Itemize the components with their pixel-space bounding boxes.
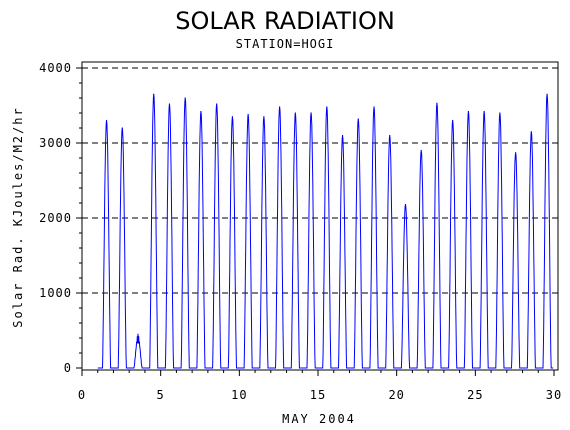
daily-peak-point [263, 116, 265, 118]
daily-peak-point [294, 112, 296, 114]
daily-peak-point [184, 97, 186, 99]
daily-peak-point [247, 113, 249, 116]
x-tick-label: 0 [78, 388, 86, 402]
daily-peak-point [546, 93, 548, 95]
daily-peak-point [105, 119, 108, 122]
series-group [97, 93, 554, 369]
y-tick-label: 2000 [39, 211, 72, 225]
daily-peak-point [436, 102, 438, 104]
daily-peak-point [499, 112, 501, 114]
y-tick-label: 1000 [39, 286, 72, 300]
y-tick-label: 4000 [39, 61, 72, 75]
x-tick-label: 15 [310, 388, 326, 402]
x-tick-label: 30 [546, 388, 562, 402]
y-axis-label: Solar Rad. KJoules/M2/hr [11, 106, 25, 327]
x-axis-ticks: 0 5 10 15 20 25 30 [78, 370, 562, 402]
chart-subtitle: STATION=HOGI [236, 37, 335, 51]
chart-title: SOLAR RADIATION [175, 7, 395, 35]
daily-peak-point [467, 110, 470, 113]
plot-frame [81, 61, 559, 371]
daily-peak-point [530, 131, 532, 133]
daily-peak-point [389, 134, 391, 137]
daily-peak-point [357, 118, 359, 120]
daily-peak-point [341, 134, 344, 137]
daily-peak-point [483, 110, 485, 113]
x-axis-label: MAY 2004 [282, 412, 356, 426]
x-tick-label: 5 [157, 388, 165, 402]
daily-peak-point [326, 106, 328, 108]
x-tick-label: 10 [231, 388, 247, 402]
daily-peak-point [279, 106, 281, 108]
x-tick-label: 20 [388, 388, 404, 402]
daily-peak-point [200, 110, 202, 113]
daily-peak-point [452, 119, 454, 122]
daily-peak-point [216, 103, 218, 105]
daily-peak-point [420, 149, 422, 152]
solar-radiation-line [97, 94, 554, 369]
daily-peak-point [404, 203, 407, 206]
daily-peak-point [121, 127, 123, 129]
daily-peak-point [168, 103, 171, 105]
daily-peak-point [373, 106, 375, 108]
x-tick-label: 25 [467, 388, 483, 402]
daily-peak-point [231, 116, 234, 118]
daily-peak-point [137, 333, 139, 335]
daily-peak-point [310, 112, 312, 114]
y-tick-label: 3000 [39, 136, 72, 150]
daily-peak-point [515, 152, 517, 154]
y-tick-label: 0 [64, 361, 72, 375]
daily-peak-point [153, 93, 155, 95]
y-axis-ticks: 0 1000 2000 3000 4000 [39, 61, 82, 375]
